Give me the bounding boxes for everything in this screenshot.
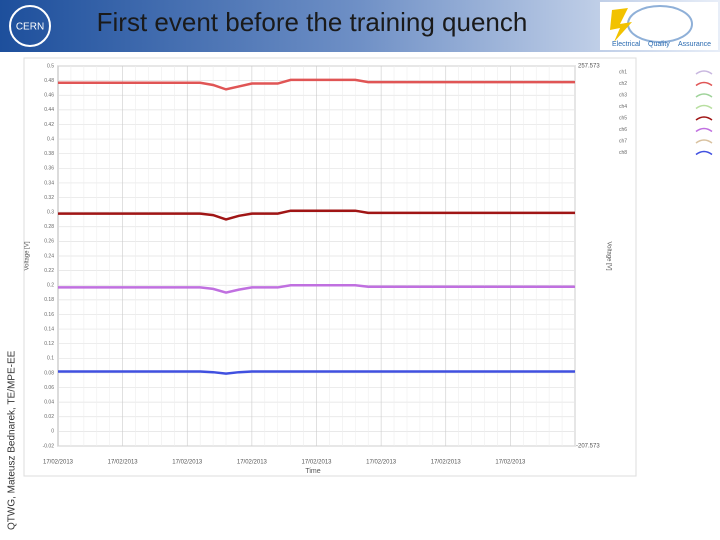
legend-swatch [695,81,713,87]
y-tick-label: 0.42 [44,122,54,128]
elqa-text: Assurance [678,41,711,48]
y-tick-label: 0.3 [47,209,54,215]
series-line [58,370,575,375]
x-tick-label: 17/02/2013 [431,460,462,466]
elqa-bolt [610,8,632,42]
y2-axis-label: Voltage [V] [605,241,611,270]
y-tick-label: 0.44 [44,107,54,113]
y-tick-label: 0.12 [44,341,54,347]
legend-label: ch7 [619,138,627,144]
y-tick-label: 0.26 [44,239,54,245]
x-axis-label: Time [305,468,320,475]
y-tick-label: 0 [51,429,54,435]
y-tick-label: 0.48 [44,78,54,84]
legend-label: ch4 [619,104,627,110]
y-tick-label: 0.08 [44,370,54,376]
y-axis-label: Voltage [V] [25,241,31,270]
y-tick-label: 0.32 [44,195,54,201]
y-tick-label: 0.16 [44,312,54,318]
legend-label: ch8 [619,150,627,156]
y-tick-label: 0.46 [44,93,54,99]
legend-swatch [695,93,713,98]
legend-swatch [695,139,713,144]
y-tick-label: 0.28 [44,224,54,230]
series-line [58,283,575,294]
legend-label: ch5 [619,115,627,121]
x-tick-label: 17/02/2013 [237,460,268,466]
cern-logo [9,5,51,47]
y-tick-label: 0.1 [47,356,54,362]
y-tick-label: 0.18 [44,297,54,303]
y-tick-label: 0.14 [44,326,54,332]
legend-swatch [695,70,713,75]
legend-swatch [695,116,713,121]
series-line [58,78,575,91]
y-tick-label: 0.5 [47,63,54,69]
legend-label: ch1 [619,69,627,75]
legend-swatch [695,127,713,133]
plot: -0.02 0 0.02 0.04 0.06 0.08 0.1 0.12 0.14 0.16 0.1… [43,63,713,466]
y-tick-label: -0.02 [43,443,55,449]
x-tick-label: 17/02/2013 [108,460,139,466]
y-tick-label: 0.34 [44,180,54,186]
y-tick-label: 0.02 [44,414,54,420]
y-tick-label: 0.36 [44,166,54,172]
cern-logo-text: CERN [16,22,44,33]
elqa-text: Quality [648,41,670,48]
x-tick-label: 17/02/2013 [43,460,74,466]
y-tick-label: 0.2 [47,283,54,289]
legend-label: ch2 [619,81,627,87]
side-note: QTWG, Mateusz Bednarek, TE/MPE-EE [7,350,18,530]
legend-label: ch6 [619,127,627,133]
slide-title: First event before the training quench [97,7,528,37]
legend-swatch [695,150,713,156]
y2-bottom-label: -207.573 [576,444,600,450]
y-tick-label: 0.24 [44,253,54,259]
elqa-text: Electrical [612,41,641,48]
y-tick-label: 0.22 [44,268,54,274]
x-tick-label: 17/02/2013 [301,460,332,466]
y-tick-label: 0.4 [47,136,54,142]
y-tick-label: 0.04 [44,399,54,405]
x-tick-label: 17/02/2013 [172,460,203,466]
y-tick-label: 0.38 [44,151,54,157]
y2-top-label: 257.573 [578,64,600,70]
x-tick-label: 17/02/2013 [366,460,397,466]
series-line [58,209,575,221]
y-tick-label: 0.06 [44,385,54,391]
x-tick-label: 17/02/2013 [495,460,526,466]
legend-swatch [695,104,713,110]
legend-label: ch3 [619,92,627,98]
